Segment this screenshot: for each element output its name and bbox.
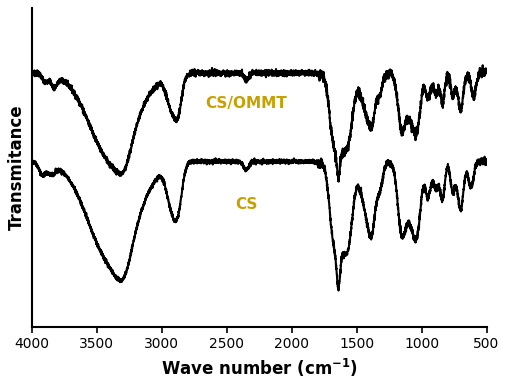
X-axis label: Wave number $\mathregular{(cm^{-1})}$: Wave number $\mathregular{(cm^{-1})}$	[161, 356, 358, 378]
Text: CS/OMMT: CS/OMMT	[205, 96, 287, 111]
Y-axis label: Transmitance: Transmitance	[8, 104, 26, 230]
Text: CS: CS	[235, 197, 258, 212]
